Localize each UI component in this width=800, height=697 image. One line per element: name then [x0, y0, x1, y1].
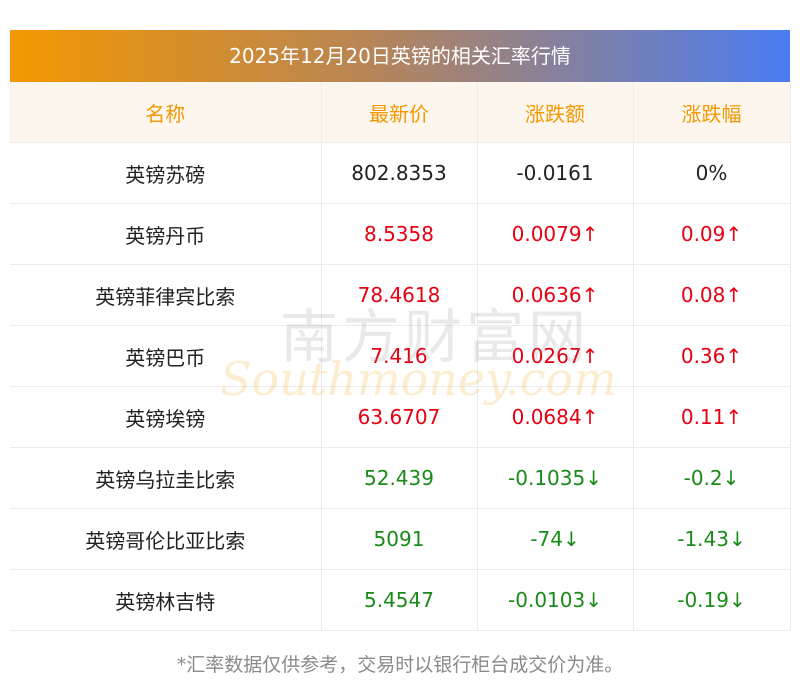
price-change: -0.0161	[477, 142, 634, 204]
table-title: 2025年12月20日英镑的相关汇率行情	[10, 30, 790, 82]
latest-price: 78.4618	[321, 264, 478, 326]
latest-price: 63.6707	[321, 386, 478, 448]
latest-price: 5.4547	[321, 569, 478, 631]
header-change: 涨跌额	[477, 82, 634, 143]
currency-name: 英镑乌拉圭比索	[10, 447, 322, 509]
currency-name: 英镑林吉特	[10, 569, 322, 631]
latest-price: 802.8353	[321, 142, 478, 204]
change-percent: 0.11↑	[633, 386, 791, 448]
price-change: 0.0079↑	[477, 203, 634, 265]
change-percent: -0.2↓	[633, 447, 791, 509]
price-change: 0.0636↑	[477, 264, 634, 326]
price-change: -74↓	[477, 508, 634, 570]
exchange-rate-table-container: 2025年12月20日英镑的相关汇率行情 名称 最新价 涨跌额 涨跌幅 英镑苏磅…	[10, 30, 791, 631]
latest-price: 7.416	[321, 325, 478, 387]
latest-price: 52.439	[321, 447, 478, 509]
currency-name: 英镑丹币	[10, 203, 322, 265]
exchange-rate-table: 名称 最新价 涨跌额 涨跌幅 英镑苏磅 802.8353 -0.0161 0% …	[10, 82, 791, 631]
change-percent: 0.36↑	[633, 325, 791, 387]
currency-name: 英镑埃镑	[10, 386, 322, 448]
change-percent: 0.08↑	[633, 264, 791, 326]
change-percent: 0.09↑	[633, 203, 791, 265]
change-percent: -1.43↓	[633, 508, 791, 570]
disclaimer-footnote: *汇率数据仅供参考，交易时以银行柜台成交价为准。	[176, 654, 624, 676]
header-price: 最新价	[321, 82, 478, 143]
table-row: 英镑乌拉圭比索 52.439 -0.1035↓ -0.2↓	[10, 447, 791, 509]
table-row: 英镑埃镑 63.6707 0.0684↑ 0.11↑	[10, 386, 791, 448]
currency-name: 英镑菲律宾比索	[10, 264, 322, 326]
change-percent: 0%	[633, 142, 791, 204]
header-pct: 涨跌幅	[633, 82, 791, 143]
table-row: 英镑林吉特 5.4547 -0.0103↓ -0.19↓	[10, 569, 791, 631]
price-change: 0.0684↑	[477, 386, 634, 448]
currency-name: 英镑苏磅	[10, 142, 322, 204]
header-name: 名称	[10, 82, 322, 143]
table-row: 英镑苏磅 802.8353 -0.0161 0%	[10, 142, 791, 204]
price-change: 0.0267↑	[477, 325, 634, 387]
table-row: 英镑菲律宾比索 78.4618 0.0636↑ 0.08↑	[10, 264, 791, 326]
change-percent: -0.19↓	[633, 569, 791, 631]
table-row: 英镑哥伦比亚比索 5091 -74↓ -1.43↓	[10, 508, 791, 570]
table-row: 英镑巴币 7.416 0.0267↑ 0.36↑	[10, 325, 791, 387]
header-row: 名称 最新价 涨跌额 涨跌幅	[10, 82, 791, 143]
price-change: -0.0103↓	[477, 569, 634, 631]
latest-price: 5091	[321, 508, 478, 570]
currency-name: 英镑哥伦比亚比索	[10, 508, 322, 570]
latest-price: 8.5358	[321, 203, 478, 265]
table-row: 英镑丹币 8.5358 0.0079↑ 0.09↑	[10, 203, 791, 265]
price-change: -0.1035↓	[477, 447, 634, 509]
currency-name: 英镑巴币	[10, 325, 322, 387]
